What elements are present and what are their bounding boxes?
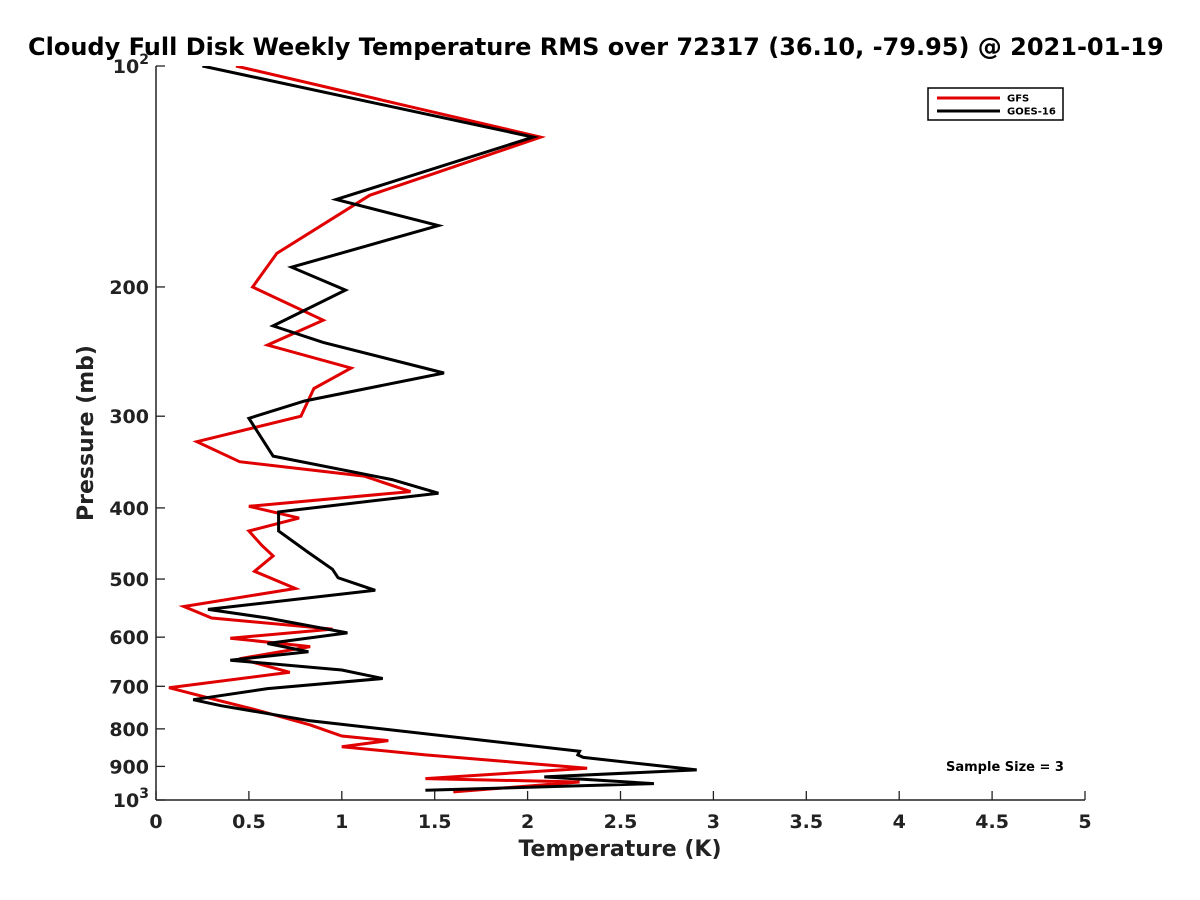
x-tick-label: 1.5: [418, 811, 452, 833]
x-tick-label: 4.5: [975, 811, 1009, 833]
x-tick-label: 3: [707, 811, 720, 833]
legend-box: [927, 87, 1064, 121]
y-axis-label: Pressure (mb): [74, 345, 99, 521]
x-tick-label: 4: [893, 811, 906, 833]
y-tick-label: 102: [113, 52, 149, 78]
x-tick-label: 0: [149, 811, 162, 833]
y-tick-label: 800: [109, 719, 149, 741]
series-line-goes-16: [192, 66, 697, 792]
y-tick-label: 700: [109, 676, 149, 698]
y-tick-label: 103: [113, 786, 149, 812]
legend: GFS GOES-16: [927, 87, 1064, 121]
legend-label: GOES-16: [1007, 107, 1056, 118]
series-line-gfs: [168, 66, 588, 794]
axes: [155, 66, 1085, 801]
x-tick-label: 1: [335, 811, 348, 833]
y-tick-label: 900: [109, 756, 149, 778]
x-tick-label: 2.5: [604, 811, 638, 833]
x-tick-label: 0.5: [232, 811, 266, 833]
legend-label: GFS: [1007, 94, 1029, 105]
y-tick-label: 400: [109, 498, 149, 520]
x-axis-label: Temperature (K): [518, 837, 721, 862]
x-tick-label: 5: [1078, 811, 1091, 833]
sample-size-annotation: Sample Size = 3: [946, 760, 1064, 775]
x-tick-label: 2: [521, 811, 534, 833]
chart-title: Cloudy Full Disk Weekly Temperature RMS …: [28, 33, 1164, 61]
y-tick-label: 300: [109, 406, 149, 428]
x-tick-label: 3.5: [789, 811, 823, 833]
tick-labels: 0 0.5 1 1.5 2 2.5 3 3.5 4 4.5 5 102 200 300 400 500 600 7…: [109, 52, 1091, 833]
y-tick-label: 500: [109, 569, 149, 591]
series-layer: [168, 66, 697, 794]
y-tick-label: 600: [109, 627, 149, 649]
y-tick-label: 200: [109, 277, 149, 299]
